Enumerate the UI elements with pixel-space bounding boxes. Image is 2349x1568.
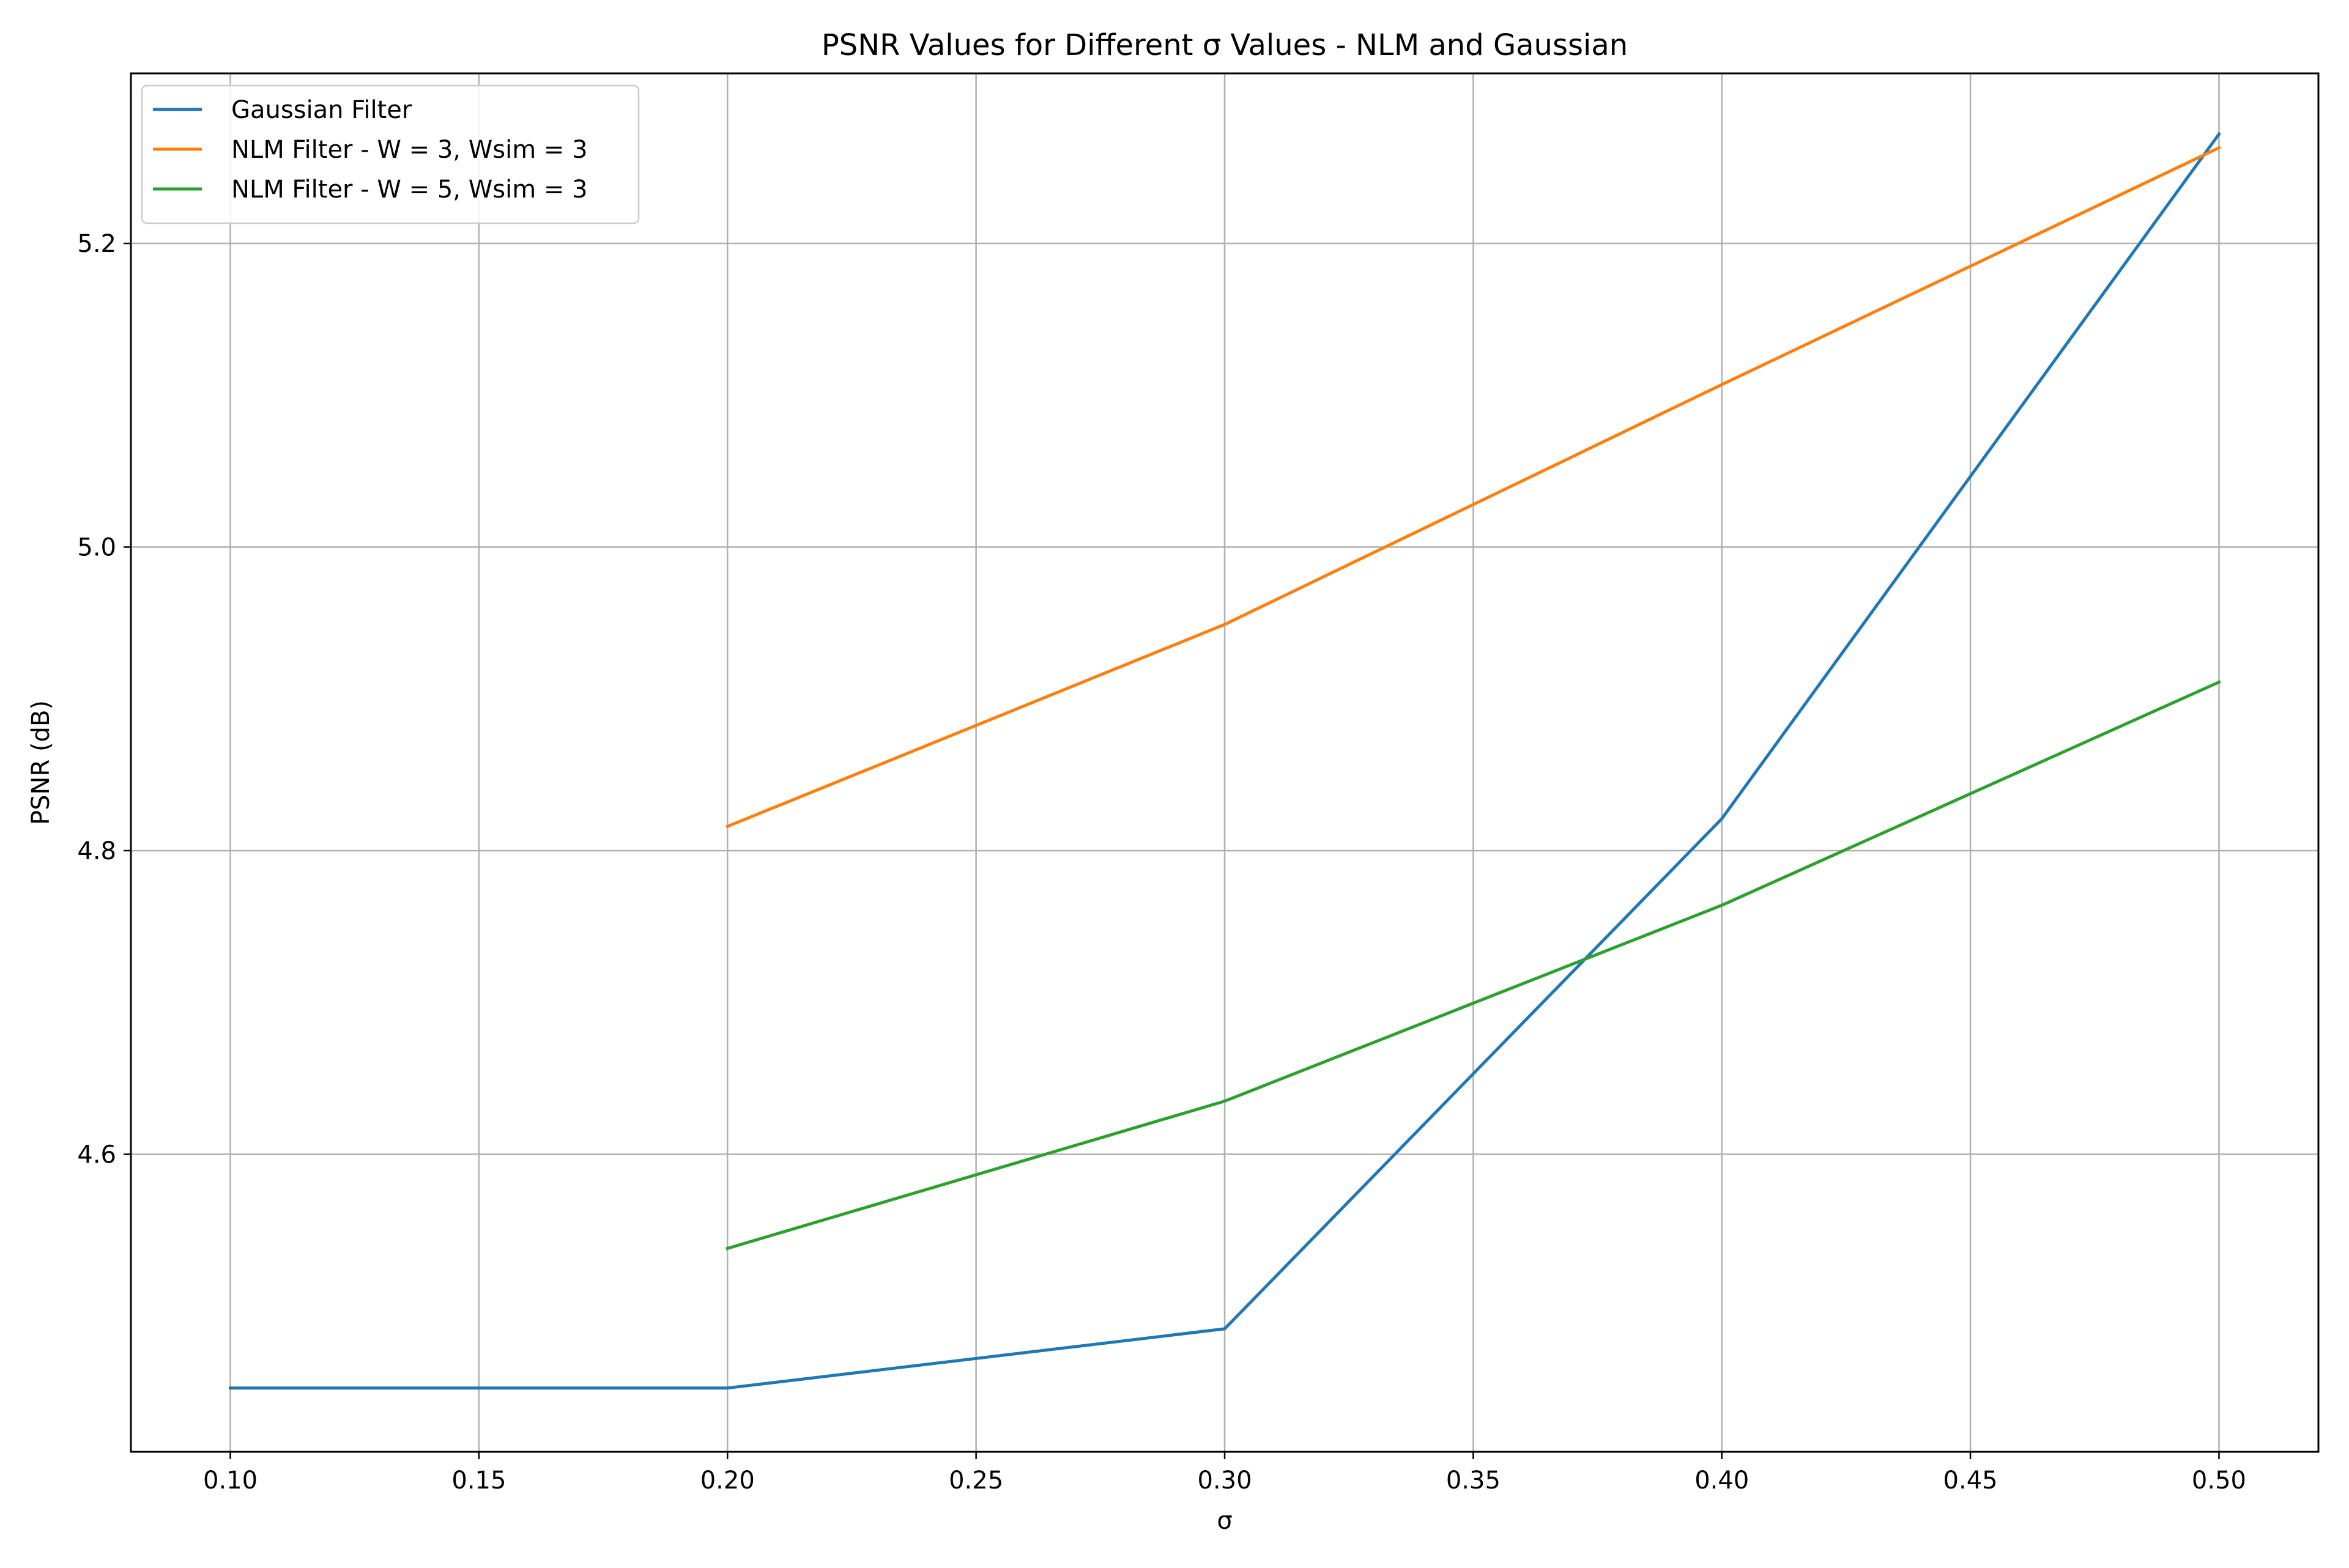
x-axis-title: σ (1217, 1507, 1232, 1535)
x-tick-label: 0.10 (203, 1466, 258, 1495)
x-tick-label: 0.45 (1943, 1466, 1998, 1495)
legend-box (141, 84, 640, 224)
legend-label: Gaussian Filter (231, 96, 412, 124)
series-line-3 (725, 680, 2221, 1251)
legend: Gaussian Filter NLM Filter - W = 3, Wsim … (141, 84, 640, 224)
series-line-1 (229, 131, 2221, 1390)
legend-label: NLM Filter - W = 5, Wsim = 3 (231, 176, 588, 204)
y-tick-label: 5.0 (77, 534, 116, 562)
x-tick-label: 0.50 (2192, 1466, 2246, 1495)
y-tick-label: 4.6 (77, 1141, 116, 1169)
x-tick-label: 0.30 (1197, 1466, 1252, 1495)
x-tick-label: 0.35 (1446, 1466, 1501, 1495)
grid (131, 73, 2318, 1452)
x-tick-label: 0.40 (1694, 1466, 1749, 1495)
series-line-2 (725, 146, 2221, 829)
x-tick-label: 0.20 (700, 1466, 755, 1495)
x-tick-label: 0.15 (451, 1466, 506, 1495)
y-axis-title: PSNR (dB) (27, 700, 55, 825)
legend-label: NLM Filter - W = 3, Wsim = 3 (231, 136, 588, 164)
axis-ticks: 0.10 0.15 0.20 0.25 0.30 0.35 0.40 0.45 0.50 4.6 4… (77, 230, 2246, 1495)
y-tick-label: 5.2 (77, 230, 116, 258)
chart-title: PSNR Values for Different σ Values - NLM… (822, 28, 1628, 62)
y-tick-label: 4.8 (77, 837, 116, 865)
x-tick-label: 0.25 (949, 1466, 1003, 1495)
series-lines (229, 131, 2221, 1390)
